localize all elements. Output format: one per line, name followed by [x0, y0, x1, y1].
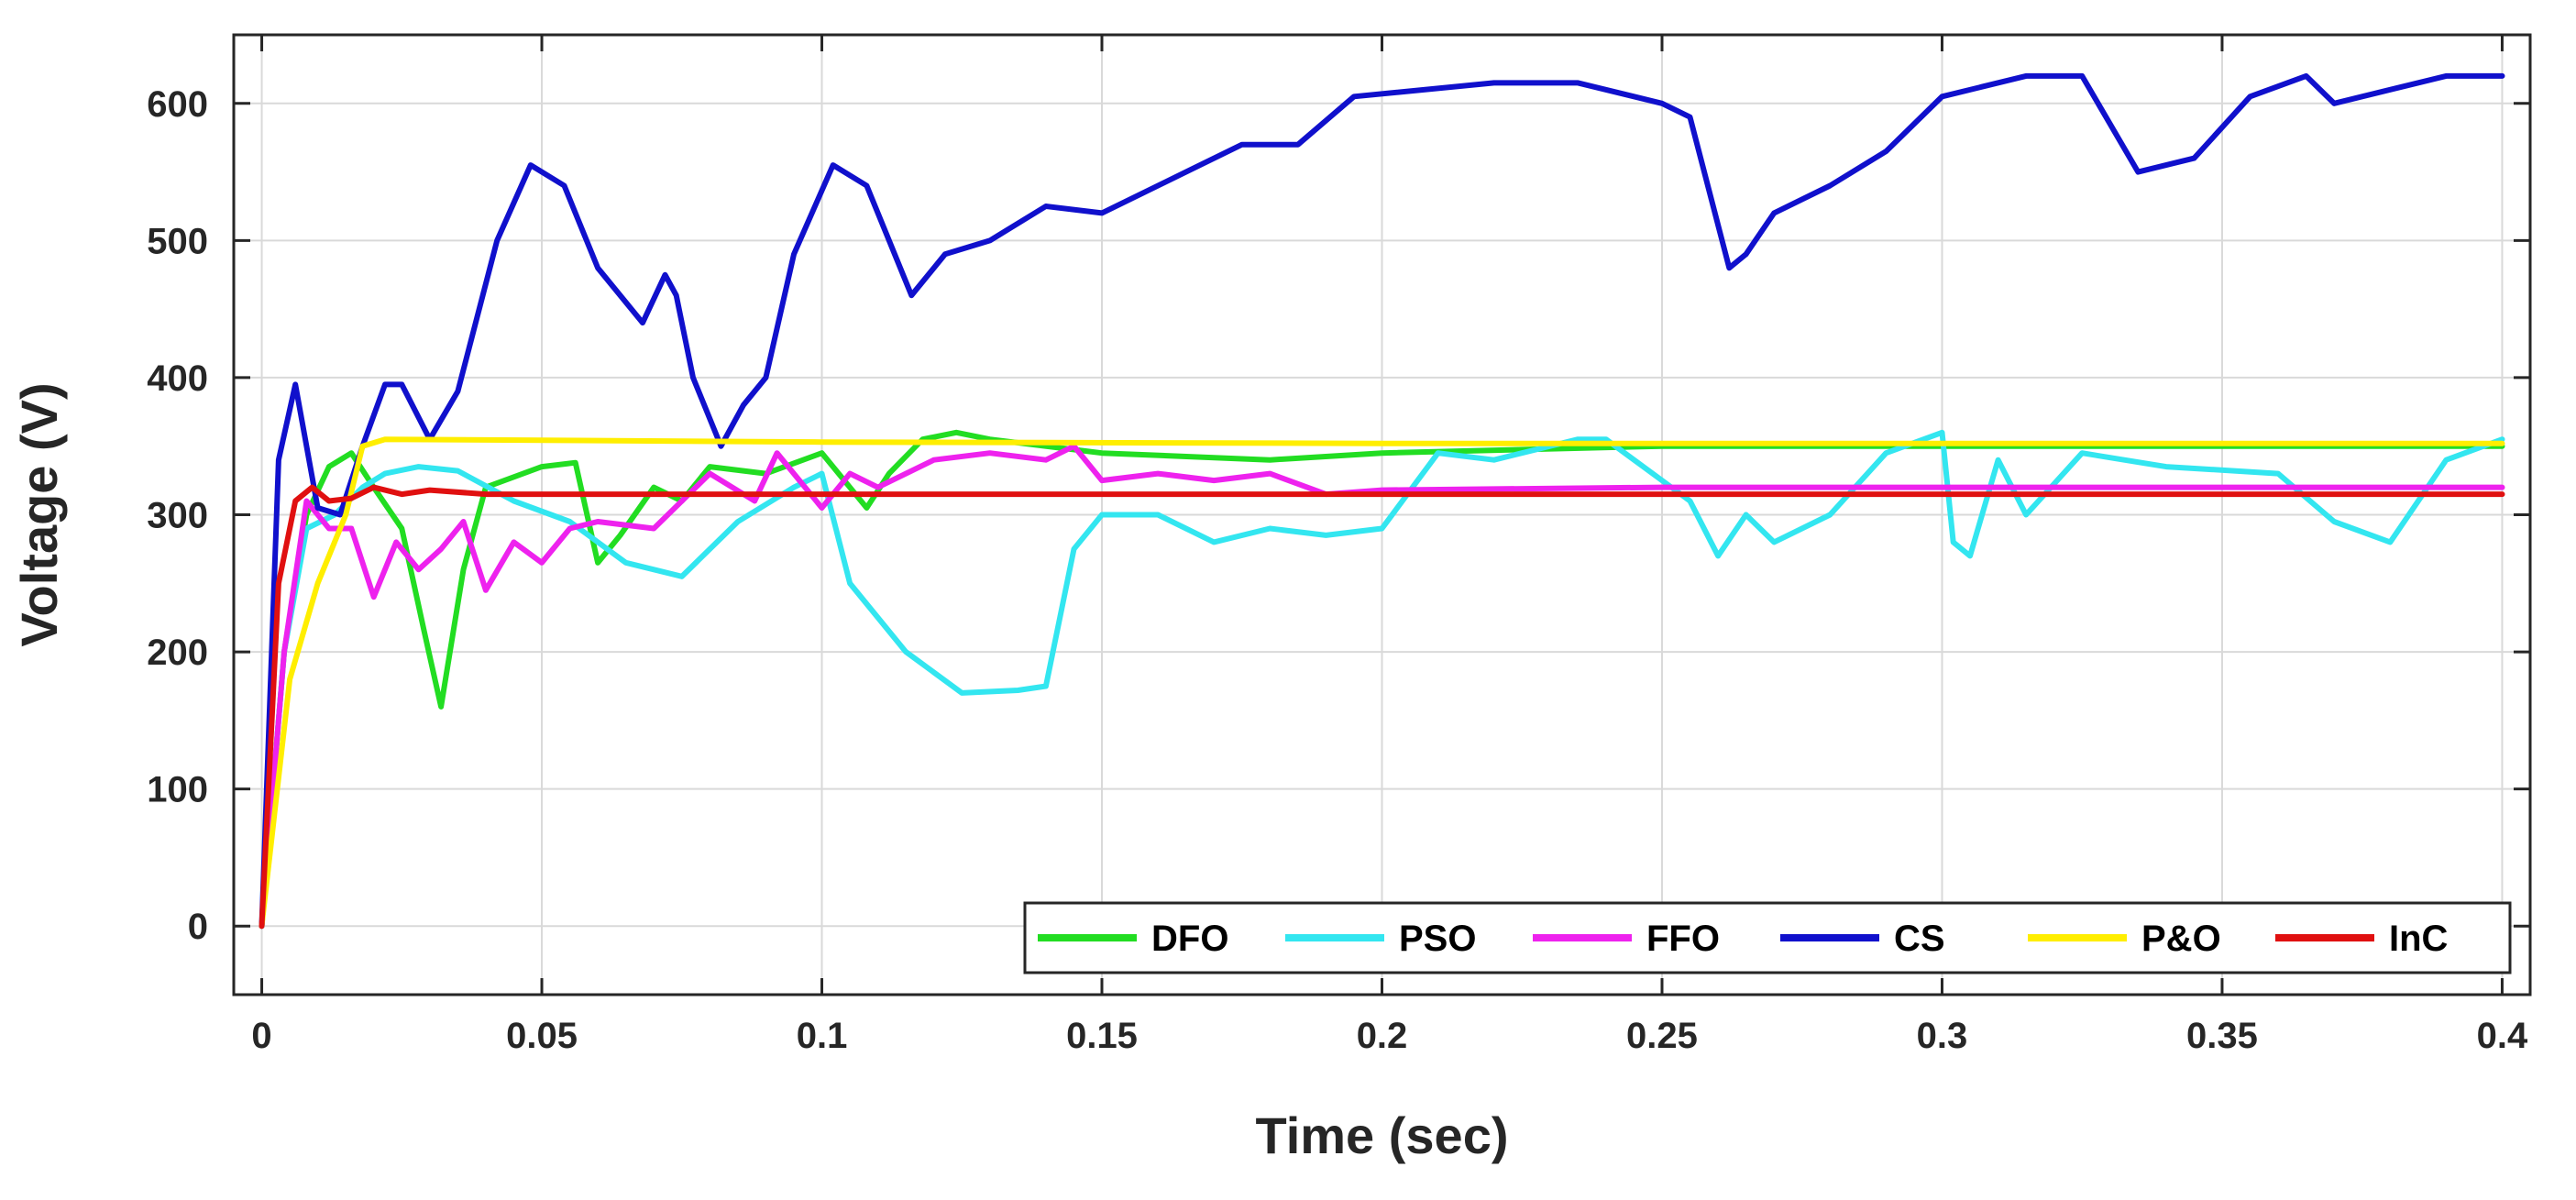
y-tick-label: 500	[147, 221, 208, 261]
x-tick-label: 0.4	[2477, 1016, 2528, 1056]
legend: DFO PSO FFO CS P&O InC	[1023, 901, 2512, 974]
legend-label-dfo: DFO	[1151, 919, 1228, 959]
y-tick-label: 300	[147, 496, 208, 536]
x-tick-label: 0.2	[1357, 1016, 1408, 1056]
series-line-cs	[259, 72, 2505, 930]
x-axis-title: Time (sec)	[1256, 1106, 1509, 1164]
x-tick-label: 0.35	[2186, 1016, 2258, 1056]
x-tick-label: 0.3	[1917, 1016, 1968, 1056]
y-tick-label: 0	[188, 907, 208, 947]
x-tick-label: 0	[251, 1016, 271, 1056]
legend-box	[1023, 901, 2512, 974]
x-tick-label: 0.1	[797, 1016, 848, 1056]
series-group	[259, 72, 2505, 930]
series-line-pso	[259, 429, 2505, 930]
tick-group: 0 0.05 0.1 0.15 0.2 0.25 0.3 0.35 0.4 0 100 200 300 4…	[147, 35, 2530, 1056]
y-tick-label: 600	[147, 84, 208, 125]
legend-label-inc: InC	[2389, 919, 2448, 959]
series-line-ffo	[259, 443, 2505, 930]
x-tick-label: 0.25	[1626, 1016, 1698, 1056]
y-tick-label: 400	[147, 358, 208, 399]
legend-label-p-o: P&O	[2141, 919, 2221, 959]
series-line-p-o	[259, 436, 2505, 930]
series-line-inc	[259, 484, 2505, 930]
y-axis-title: Voltage (V)	[10, 382, 68, 646]
legend-label-cs: CS	[1894, 919, 1945, 959]
y-tick-label: 100	[147, 770, 208, 810]
x-tick-label: 0.15	[1066, 1016, 1138, 1056]
legend-label-pso: PSO	[1399, 919, 1476, 959]
y-tick-label: 200	[147, 633, 208, 673]
x-tick-label: 0.05	[506, 1016, 578, 1056]
legend-label-ffo: FFO	[1646, 919, 1720, 959]
